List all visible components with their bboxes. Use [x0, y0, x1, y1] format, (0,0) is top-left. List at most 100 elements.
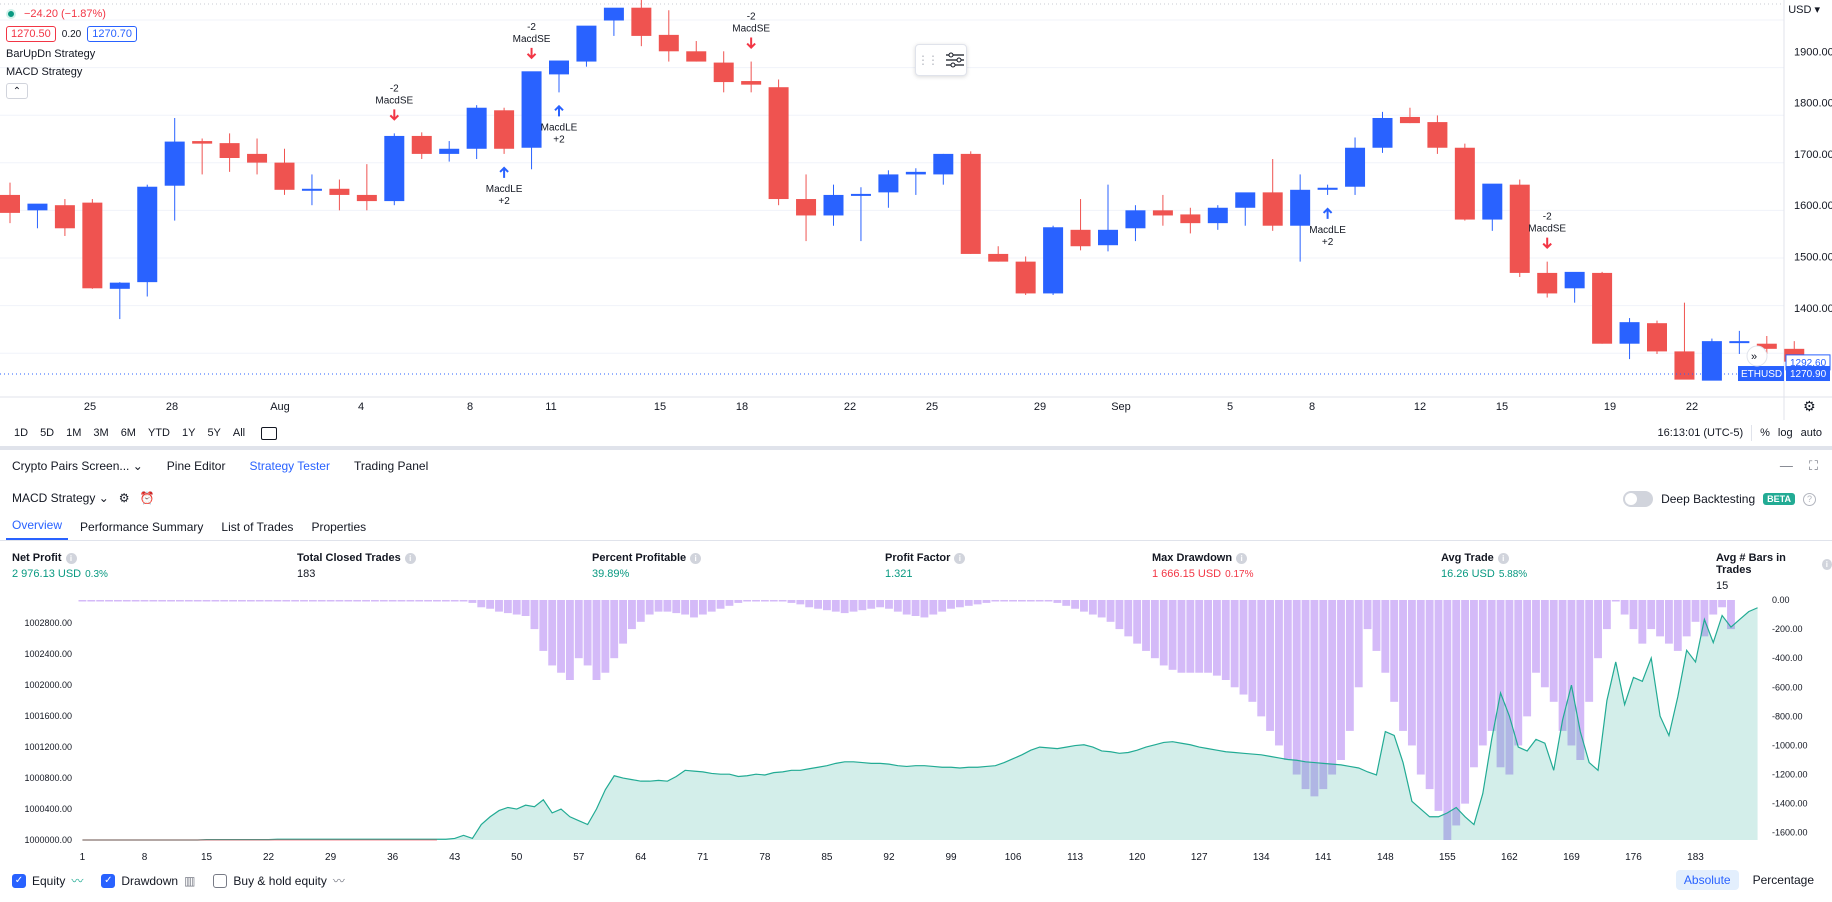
price-tick: 1400.00 [1794, 303, 1832, 315]
drawdown-bar [1425, 600, 1434, 790]
candle-body [1317, 187, 1338, 190]
signal-marker: MacdSE-2 [375, 83, 414, 121]
candle-body [1674, 351, 1695, 380]
buyhold-toggle[interactable]: Buy & hold equity 〰 [213, 872, 345, 889]
strategy-selector[interactable]: MACD Strategy ⌄ [12, 491, 109, 505]
range-ytd[interactable]: YTD [147, 427, 170, 439]
range-1m[interactable]: 1M [66, 427, 82, 439]
range-1y[interactable]: 1Y [181, 427, 196, 439]
range-5d[interactable]: 5D [40, 427, 55, 439]
price-chart[interactable]: 1900.00 1800.00 1700.00 1600.00 1500.00 1400.… [0, 0, 1832, 420]
drawdown-bar [769, 600, 778, 602]
tab-list-of-trades[interactable]: List of Trades [221, 520, 294, 534]
checkbox-icon[interactable]: ✓ [101, 873, 116, 888]
drawdown-bar [1177, 600, 1186, 673]
drawdown-bar [1212, 600, 1221, 676]
settings-sliders-icon[interactable] [945, 52, 965, 68]
metric-avg-trade: Avg Trade i 16.26 USD 5.88% [1441, 552, 1527, 580]
minimize-icon[interactable]: — [1779, 458, 1793, 473]
help-icon[interactable]: ? [1803, 492, 1816, 506]
info-icon[interactable]: i [1236, 552, 1248, 564]
equity-toggle[interactable]: ✓ Equity 〰 [12, 872, 83, 889]
drawdown-toggle[interactable]: ✓ Drawdown ▥ [101, 873, 195, 888]
tab-overview[interactable]: Overview [6, 518, 69, 540]
drawdown-bar [548, 600, 557, 666]
drawdown-bar [1071, 600, 1080, 609]
buy-price-button[interactable]: 1270.70 [87, 26, 137, 42]
range-3m[interactable]: 3M [93, 427, 109, 439]
drawdown-bar [211, 600, 220, 602]
checkbox-icon[interactable] [213, 873, 228, 888]
drawdown-bar [1549, 600, 1558, 702]
log-scale-button[interactable]: log [1777, 427, 1793, 439]
signal-label: MacdLE [486, 184, 523, 195]
current-price-box [1786, 366, 1830, 382]
metric-value: 183 [297, 568, 316, 580]
drawdown-bar [229, 600, 238, 602]
info-icon[interactable]: i [954, 552, 966, 564]
drag-handle-icon[interactable]: ⋮⋮ [917, 53, 939, 67]
symbol-tag [1738, 366, 1784, 382]
tab-strategy-tester[interactable]: Strategy Tester [249, 459, 330, 473]
mode-absolute[interactable]: Absolute [1675, 870, 1739, 890]
panel-resizer[interactable] [0, 446, 1832, 450]
floating-toolbar[interactable]: ⋮⋮ [915, 44, 967, 76]
strategy-legend-1[interactable]: BarUpDn Strategy [6, 48, 96, 60]
collapse-legend-button[interactable]: ⌃ [6, 83, 28, 99]
drawdown-bar [149, 600, 158, 602]
candle [219, 133, 240, 172]
candle [1701, 338, 1722, 381]
equity-axis: 1002800.00 1002400.00 1002000.00 1001600.00… [24, 618, 72, 845]
tab-crypto-screener[interactable]: Crypto Pairs Screen... ⌄ [0, 459, 155, 473]
clock[interactable]: 16:13:01 (UTC-5) [1657, 427, 1744, 439]
signal-label: MacdSE [375, 95, 413, 106]
range-5y[interactable]: 5Y [207, 427, 221, 439]
chevron-down-icon[interactable]: ⌄ [132, 459, 143, 473]
goto-date-icon[interactable] [261, 426, 278, 440]
checkbox-icon[interactable]: ✓ [12, 873, 26, 888]
info-icon[interactable]: i [1821, 558, 1832, 570]
percent-scale-button[interactable]: % [1760, 427, 1770, 439]
deep-backtesting-toggle[interactable] [1623, 491, 1654, 507]
drawdown-bar [1310, 600, 1319, 797]
drawdown-bar [459, 600, 468, 602]
add-alert-icon[interactable]: ⏰ [139, 491, 155, 505]
signal-marker: MacdSE-2 [732, 12, 770, 49]
tab-properties[interactable]: Properties [311, 520, 367, 534]
drawdown-bar [238, 600, 246, 602]
candle [1345, 137, 1366, 195]
maximize-icon[interactable]: ⛶ [1808, 458, 1818, 473]
candle [796, 174, 817, 242]
drawdown-bar [911, 600, 920, 616]
candle-body [439, 148, 460, 154]
drawdown-bar [1133, 600, 1142, 644]
range-1d[interactable]: 1D [14, 427, 29, 439]
strategy-legend-2[interactable]: MACD Strategy [6, 66, 83, 78]
drawdown-bar [512, 600, 521, 615]
equity-drawdown-chart[interactable]: 1002800.00 1002400.00 1002000.00 1001600.00… [0, 596, 1832, 866]
info-icon[interactable]: i [1497, 552, 1509, 564]
range-6m[interactable]: 6M [120, 427, 136, 439]
drawdown-bar [867, 600, 876, 609]
metric-pct: 0.17% [1225, 569, 1254, 580]
metric-label: Max Drawdown [1152, 552, 1233, 564]
tab-performance-summary[interactable]: Performance Summary [80, 520, 204, 534]
info-icon[interactable]: i [404, 552, 416, 564]
drawdown-bar [539, 600, 548, 651]
tab-pine-editor[interactable]: Pine Editor [166, 459, 226, 473]
sell-price-button[interactable]: 1270.50 [6, 26, 56, 42]
info-icon[interactable]: i [65, 552, 77, 564]
signal-qty: +2 [498, 196, 510, 207]
drawdown-bar [1026, 600, 1035, 602]
tab-trading-panel[interactable]: Trading Panel [353, 459, 429, 473]
currency-selector[interactable]: USD ▾ [1788, 4, 1820, 16]
auto-scale-button[interactable]: auto [1800, 427, 1822, 439]
info-icon[interactable]: i [690, 552, 702, 564]
mode-percentage[interactable]: Percentage [1752, 873, 1814, 887]
drawdown-bar [158, 600, 167, 602]
settings-icon[interactable]: ⚙ [118, 491, 130, 505]
candle [247, 138, 268, 175]
candle [0, 182, 20, 224]
price-change: −24.20 (−1.87%) [24, 8, 106, 20]
range-all[interactable]: All [232, 427, 246, 439]
